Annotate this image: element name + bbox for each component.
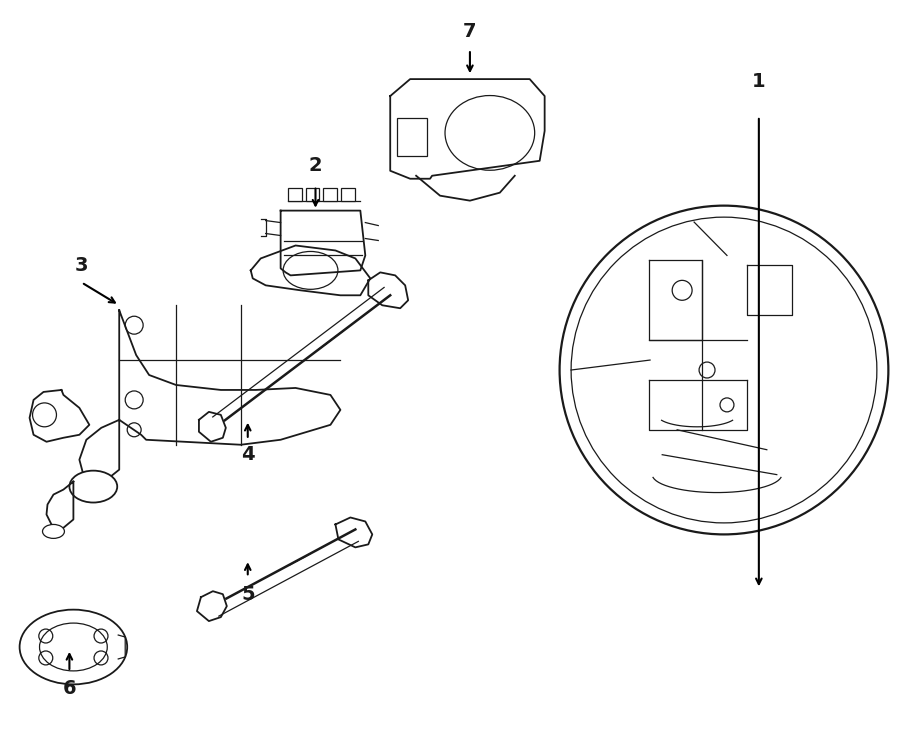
Ellipse shape <box>69 471 117 502</box>
Polygon shape <box>251 246 370 295</box>
Ellipse shape <box>42 524 65 538</box>
Polygon shape <box>119 310 340 445</box>
Ellipse shape <box>20 610 127 684</box>
Bar <box>341 188 356 201</box>
Bar <box>323 188 338 201</box>
Polygon shape <box>30 390 89 442</box>
Polygon shape <box>197 591 227 621</box>
Text: 4: 4 <box>241 445 255 464</box>
Polygon shape <box>336 517 373 547</box>
Bar <box>397 118 427 155</box>
Polygon shape <box>79 420 119 481</box>
Bar <box>288 188 302 201</box>
Polygon shape <box>47 481 74 529</box>
Text: 3: 3 <box>75 256 88 275</box>
Text: 7: 7 <box>464 22 477 41</box>
Polygon shape <box>199 412 226 442</box>
Polygon shape <box>391 79 544 179</box>
Polygon shape <box>281 210 365 276</box>
Text: 5: 5 <box>241 585 255 604</box>
Text: 2: 2 <box>309 156 322 175</box>
Polygon shape <box>368 273 409 308</box>
Text: 1: 1 <box>752 71 766 91</box>
Text: 6: 6 <box>63 680 76 698</box>
Bar <box>305 188 320 201</box>
